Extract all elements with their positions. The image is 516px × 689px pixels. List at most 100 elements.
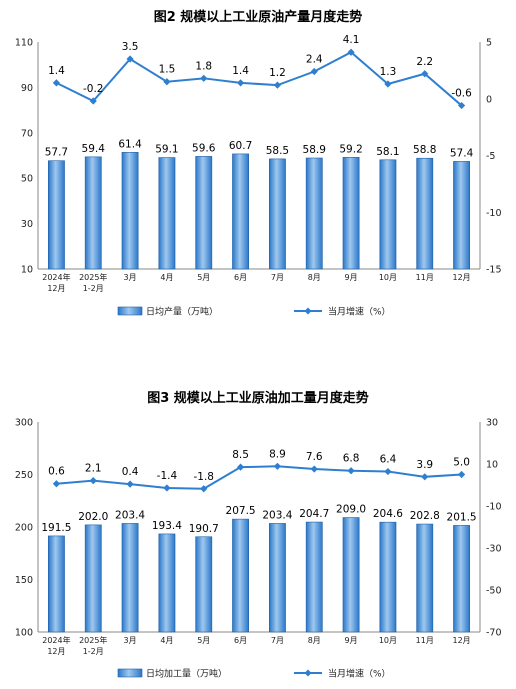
- y-tick-label: 300: [15, 418, 33, 429]
- bar-value-label: 61.4: [118, 138, 142, 150]
- growth-point: [163, 484, 171, 492]
- x-tick-label: 1-2月: [83, 284, 104, 293]
- x-tick-label: 8月: [308, 273, 321, 282]
- x-tick-label: 3月: [124, 273, 137, 282]
- y-tick-label: 150: [15, 575, 33, 586]
- growth-point: [273, 462, 282, 470]
- x-tick-label: 12月: [47, 284, 65, 293]
- bar-value-label: 190.7: [189, 523, 219, 535]
- bar-value-label: 202.0: [78, 511, 108, 523]
- growth-point: [384, 80, 392, 88]
- growth-line: [56, 465, 462, 490]
- growth-line: [55, 51, 463, 107]
- x-tick-label: 7月: [271, 636, 284, 645]
- bar-value-label: 203.4: [115, 509, 145, 521]
- legend-line-label: 当月增速（%）: [328, 668, 391, 680]
- growth-point: [200, 485, 208, 493]
- x-tick-label: 2024年: [42, 635, 70, 645]
- x-tick-label: 4月: [160, 273, 173, 282]
- growth-point: [421, 70, 429, 78]
- growth-value-label: -1.8: [194, 471, 215, 483]
- growth-value-label: 2.1: [85, 463, 102, 475]
- x-tick-label: 4月: [160, 636, 173, 645]
- bar: [305, 157, 323, 270]
- x-tick-label: 3月: [124, 636, 137, 645]
- growth-value-label: -0.2: [83, 83, 104, 95]
- bar: [379, 521, 397, 633]
- y-tick-label: 10: [21, 265, 33, 276]
- bar: [48, 535, 65, 633]
- x-tick-label: 11月: [416, 636, 434, 645]
- bar: [416, 157, 434, 270]
- bar: [453, 161, 470, 270]
- legend-line-marker: [304, 307, 312, 315]
- chart2-title: 图3 规模以上工业原油加工量月度走势: [147, 391, 369, 406]
- growth-value-label: 1.2: [269, 67, 286, 79]
- bar-value-label: 57.7: [45, 147, 68, 159]
- growth-value-label: 4.1: [343, 34, 360, 46]
- growth-point: [89, 97, 97, 105]
- bar-value-label: 204.7: [299, 508, 329, 520]
- x-tick-label: 2024年: [42, 272, 70, 282]
- growth-point: [421, 473, 429, 481]
- x-tick-label: 12月: [452, 273, 470, 282]
- x-tick-label: 8月: [308, 636, 321, 645]
- growth-value-label: 1.4: [48, 65, 65, 77]
- legend-bar-label: 日均加工量（万吨）: [146, 668, 227, 680]
- y2-tick-label: 0: [486, 94, 492, 105]
- growth-value-label: -0.6: [451, 88, 472, 100]
- growth-value-label: 1.8: [195, 60, 212, 72]
- growth-point: [236, 463, 245, 471]
- growth-value-label: 5.0: [453, 457, 470, 469]
- bar: [305, 521, 323, 633]
- y2-tick-label: 30: [486, 418, 498, 429]
- growth-point: [347, 467, 355, 475]
- x-tick-label: 10月: [379, 636, 397, 645]
- bar: [84, 524, 102, 633]
- bar: [453, 525, 470, 633]
- y2-tick-label: -10: [486, 208, 502, 219]
- bar-value-label: 191.5: [41, 522, 71, 534]
- growth-value-label: 1.4: [232, 65, 249, 77]
- bar: [195, 156, 213, 270]
- growth-value-label: 2.4: [306, 54, 323, 66]
- y2-tick-label: 10: [486, 460, 498, 471]
- bar: [121, 523, 139, 633]
- bar-value-label: 58.9: [303, 144, 326, 156]
- legend-bar-swatch: [117, 668, 143, 678]
- bar-value-label: 193.4: [152, 520, 182, 532]
- growth-value-label: 6.4: [380, 454, 397, 466]
- bar-value-label: 204.6: [373, 508, 403, 520]
- bar-value-label: 57.4: [450, 147, 474, 159]
- x-tick-label: 12月: [47, 647, 65, 656]
- y-tick-label: 110: [15, 38, 33, 49]
- bar: [48, 160, 65, 270]
- x-tick-label: 10月: [379, 273, 397, 282]
- bar-value-label: 59.6: [192, 142, 216, 154]
- legend-line-label: 当月增速（%）: [328, 306, 391, 318]
- x-tick-label: 9月: [345, 273, 358, 282]
- growth-value-label: 3.9: [416, 459, 433, 471]
- y-tick-label: 100: [15, 628, 33, 639]
- bar-value-label: 58.8: [413, 144, 436, 156]
- bar: [269, 158, 286, 270]
- y2-tick-label: -70: [486, 628, 502, 639]
- x-tick-label: 5月: [197, 273, 210, 282]
- bar-value-label: 202.8: [410, 510, 440, 522]
- bar: [158, 533, 176, 633]
- bar-value-label: 59.2: [339, 143, 362, 155]
- growth-value-label: 1.5: [159, 64, 176, 76]
- bar-value-label: 207.5: [226, 505, 256, 517]
- bar-value-label: 203.4: [262, 509, 292, 521]
- growth-point: [52, 480, 61, 488]
- bar: [342, 157, 360, 270]
- x-tick-label: 7月: [271, 273, 284, 282]
- bar: [121, 152, 139, 270]
- y2-tick-label: -15: [486, 265, 502, 276]
- growth-point: [457, 470, 466, 479]
- growth-point: [273, 81, 282, 89]
- bar-value-label: 201.5: [447, 511, 477, 523]
- growth-point: [200, 74, 208, 82]
